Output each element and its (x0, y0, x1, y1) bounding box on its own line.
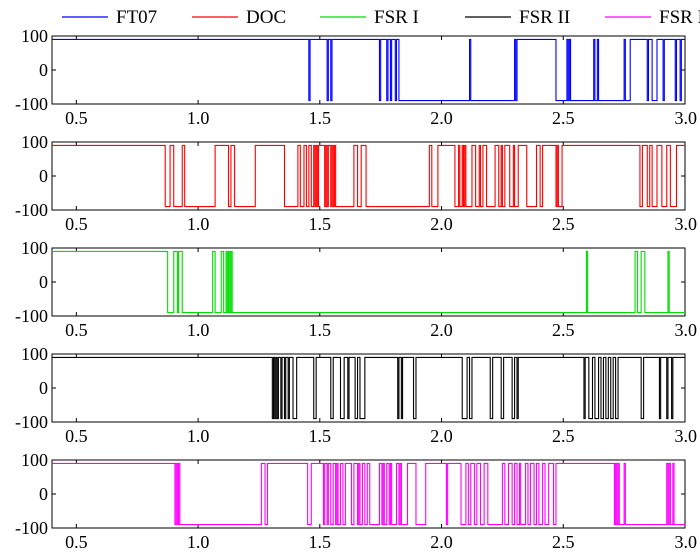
series-line-ft07 (52, 38, 685, 102)
legend-label: FSR II (519, 7, 570, 28)
plot-frame (51, 35, 686, 105)
legend: FT07 DOC FSR I FSR II FSR III (62, 7, 700, 28)
x-tick-label: 3.0 (675, 426, 698, 446)
panel-ft07: 100 0 -100 0.5 1.0 1.5 2.0 2.5 3.0 (15, 26, 697, 128)
panel-doc: 100 0 -100 0.5 1.0 1.5 2.0 2.5 3.0 (15, 132, 697, 234)
legend-item-ft07: FT07 (62, 7, 157, 28)
y-tick-label: 100 (21, 238, 48, 258)
x-tick-label: 1.5 (309, 426, 332, 446)
x-tick-label: 0.5 (65, 532, 88, 552)
panel-fsr-i: 100 0 -100 0.5 1.0 1.5 2.0 2.5 3.0 (15, 238, 697, 340)
series-line-fsr-ii (52, 356, 685, 420)
x-tick-label: 1.0 (187, 214, 210, 234)
plot-frame (51, 353, 686, 423)
panel-fsr-iii: 100 0 -100 0.5 1.0 1.5 2.0 2.5 3.0 (15, 450, 697, 552)
plot-frame (51, 459, 686, 529)
x-tick-label: 3.0 (675, 214, 698, 234)
x-tick-label: 1.0 (187, 532, 210, 552)
x-tick-label: 2.0 (430, 214, 453, 234)
x-tick-label: 2.5 (552, 214, 575, 234)
legend-label: DOC (246, 7, 286, 28)
x-tick-label: 0.5 (65, 426, 88, 446)
x-tick-label: 1.0 (187, 320, 210, 340)
legend-item-fsr-i: FSR I (320, 7, 419, 28)
legend-label: FSR I (374, 7, 419, 28)
x-tick-label: 3.0 (675, 320, 698, 340)
y-tick-label: -100 (15, 94, 48, 114)
y-tick-label: 0 (39, 60, 48, 80)
x-tick-label: 2.5 (552, 320, 575, 340)
x-tick-label: 2.5 (552, 426, 575, 446)
x-tick-label: 2.5 (552, 108, 575, 128)
series-line-fsr-iii (52, 462, 685, 526)
x-tick-label: 2.0 (430, 532, 453, 552)
x-tick-label: 2.0 (430, 108, 453, 128)
x-tick-label: 1.5 (309, 214, 332, 234)
x-tick-label: 1.5 (309, 108, 332, 128)
x-tick-label: 1.5 (309, 320, 332, 340)
legend-item-fsr-iii: FSR III (605, 7, 700, 28)
y-tick-label: -100 (15, 518, 48, 538)
y-tick-label: -100 (15, 412, 48, 432)
x-tick-label: 1.5 (309, 532, 332, 552)
x-tick-label: 0.5 (65, 320, 88, 340)
x-tick-label: 0.5 (65, 108, 88, 128)
x-tick-label: 3.0 (675, 108, 698, 128)
legend-label: FT07 (116, 7, 157, 28)
y-tick-label: 100 (21, 450, 48, 470)
y-tick-label: 100 (21, 344, 48, 364)
x-tick-label: 1.0 (187, 426, 210, 446)
x-tick-label: 3.0 (675, 532, 698, 552)
panel-fsr-ii: 100 0 -100 0.5 1.0 1.5 2.0 2.5 3.0 (15, 344, 697, 446)
y-tick-label: 100 (21, 26, 48, 46)
y-tick-label: 0 (39, 378, 48, 398)
y-tick-label: 0 (39, 272, 48, 292)
y-tick-label: 0 (39, 166, 48, 186)
x-tick-label: 0.5 (65, 214, 88, 234)
legend-item-fsr-ii: FSR II (465, 7, 570, 28)
chart-panels: 100 0 -100 0.5 1.0 1.5 2.0 2.5 3.0 100 0 -100 0.5 1.0… (15, 26, 697, 552)
plot-frame (51, 141, 686, 211)
x-tick-label: 2.0 (430, 320, 453, 340)
y-tick-label: -100 (15, 200, 48, 220)
x-tick-label: 2.0 (430, 426, 453, 446)
plot-frame (51, 247, 686, 317)
y-tick-label: 100 (21, 132, 48, 152)
y-tick-label: -100 (15, 306, 48, 326)
x-tick-label: 2.5 (552, 532, 575, 552)
series-line-doc (52, 144, 685, 208)
series-line-fsr-i (52, 250, 685, 314)
legend-item-doc: DOC (192, 7, 286, 28)
y-tick-label: 0 (39, 484, 48, 504)
legend-label: FSR III (659, 7, 700, 28)
x-tick-label: 1.0 (187, 108, 210, 128)
